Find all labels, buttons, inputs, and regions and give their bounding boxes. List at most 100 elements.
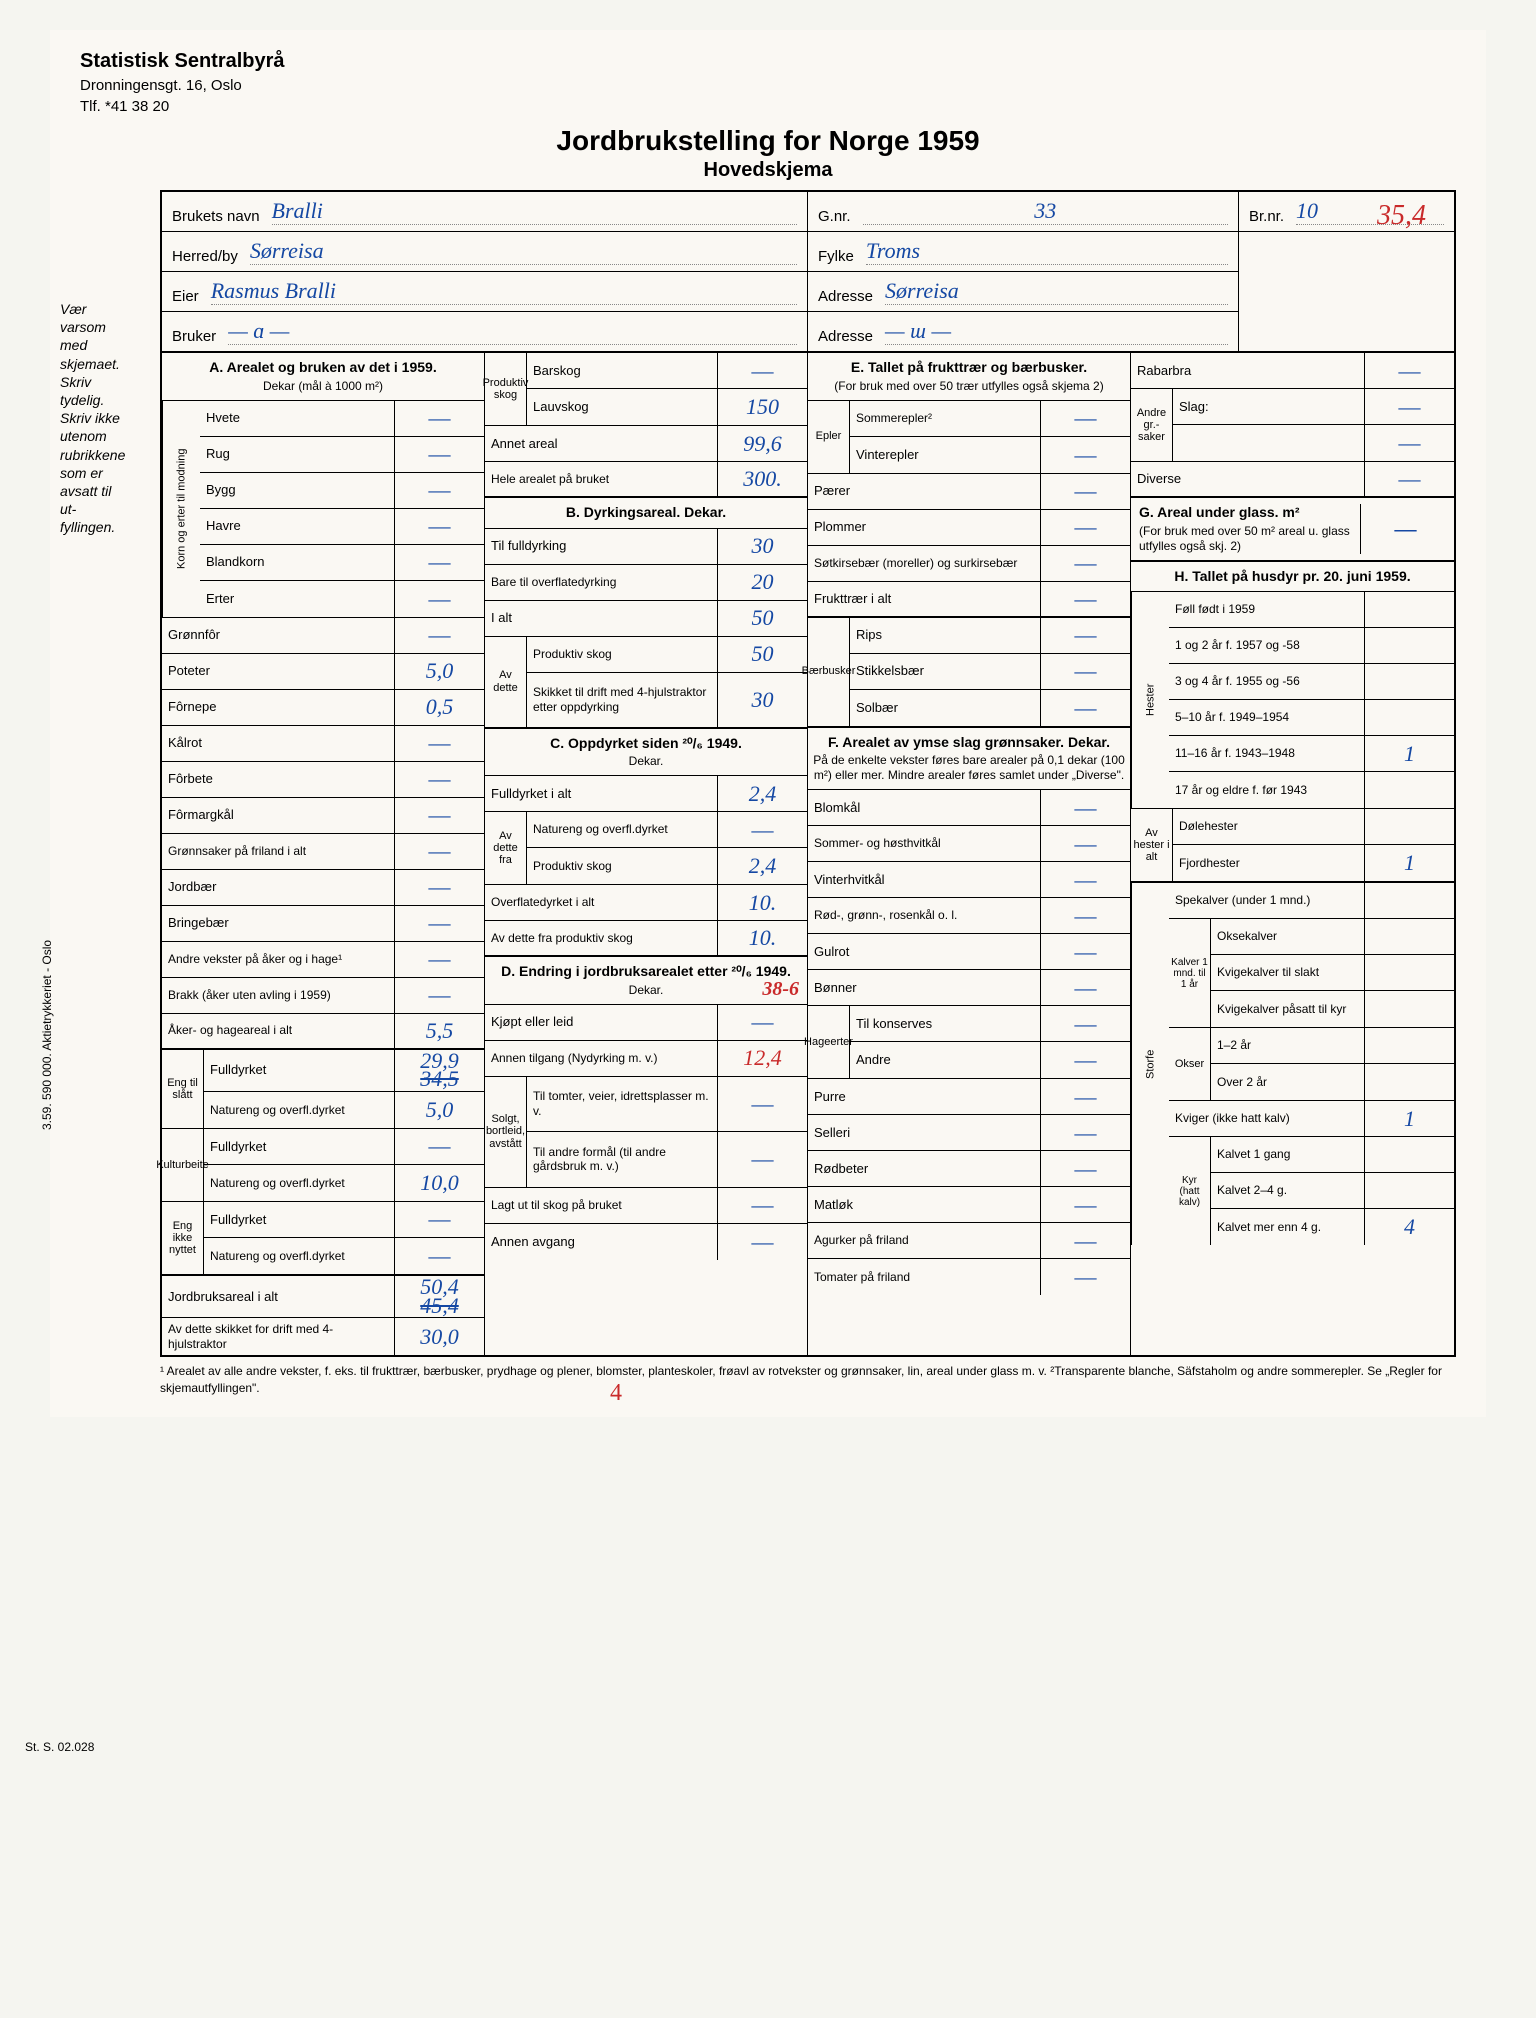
v-ialt: 50	[752, 605, 774, 631]
l-epler: Epler	[808, 401, 850, 473]
val-gnr: 33	[863, 198, 1228, 225]
val-adresse2: — ɯ —	[885, 318, 1228, 345]
l-slag: Slag:	[1173, 389, 1364, 424]
l-sommer: Sommerepler²	[850, 401, 1040, 436]
l-ps: Produktiv skog	[527, 637, 717, 672]
val-fylke: Troms	[866, 238, 1228, 265]
l-konserves: Til konserves	[850, 1006, 1040, 1041]
v-hele: 300.	[743, 466, 782, 492]
v-rosenkal: —	[1075, 903, 1097, 929]
l-rabarbra: Rabarbra	[1131, 353, 1364, 388]
form-page: Statistisk Sentralbyrå Dronningensgt. 16…	[50, 30, 1486, 1417]
handwritten-bottom: 4	[610, 1380, 622, 1407]
v-c-ps: 2,4	[749, 853, 777, 879]
l-h5-10: 5–10 år f. 1949–1954	[1169, 700, 1364, 735]
l-rosenkal: Rød-, grønn-, rosenkål o. l.	[808, 898, 1040, 933]
l-gronnsaker: Grønnsaker på friland i alt	[162, 834, 394, 869]
v-ein-nat: —	[429, 1243, 451, 1269]
v-tilgang: 12,4	[743, 1045, 782, 1071]
l-c-av: Av dette fra	[485, 812, 527, 884]
l-tomter: Til tomter, veier, idrettsplasser m. v.	[527, 1077, 717, 1131]
v-barskog: —	[752, 358, 774, 384]
v-selleri: —	[1075, 1120, 1097, 1146]
l-kvige-slakt: Kvigekalver til slakt	[1211, 955, 1364, 990]
l-avgang: Annen avgang	[485, 1224, 717, 1260]
l-andre-gr: Andre gr.-saker	[1131, 389, 1173, 461]
v-vinterhvit: —	[1075, 867, 1097, 893]
v-brakk: —	[429, 982, 451, 1008]
v-c-overfl: 10.	[749, 890, 777, 916]
page-title: Jordbrukstelling for Norge 1959	[80, 125, 1456, 157]
v-hvitkal: —	[1075, 831, 1097, 857]
l-blandkorn: Blandkorn	[200, 545, 394, 580]
label-brnr: Br.nr.	[1249, 208, 1284, 225]
v-fornepe: 0,5	[426, 694, 454, 720]
v-slag2: —	[1399, 430, 1421, 456]
label-herred: Herred/by	[172, 248, 238, 265]
column-A: A. Arealet og bruken av det i 1959.Dekar…	[162, 353, 485, 1355]
l-erter: Erter	[200, 581, 394, 617]
l-vinterhvit: Vinterhvitkål	[808, 862, 1040, 897]
v-blomkal: —	[1075, 795, 1097, 821]
l-hester: Hester	[1131, 592, 1169, 808]
l-blomkal: Blomkål	[808, 790, 1040, 825]
l-kulturbeite: Kulturbeite	[162, 1129, 204, 1201]
v-forbete: —	[429, 766, 451, 792]
l-c-ps: Produktiv skog	[527, 848, 717, 884]
l-storfe: Storfe	[1131, 883, 1169, 1245]
l-overfl: Bare til overflatedyrking	[485, 565, 717, 600]
l-hvitkal: Sommer- og høsthvitkål	[808, 826, 1040, 861]
l-hele: Hele arealet på bruket	[485, 462, 717, 496]
val-eier: Rasmus Bralli	[211, 278, 797, 305]
l-h11-16: 11–16 år f. 1943–1948	[1169, 736, 1364, 771]
l-annet: Annet areal	[485, 426, 717, 461]
v-sommer: —	[1075, 405, 1097, 431]
l-jordbruksareal: Jordbruksareal i alt	[162, 1276, 394, 1317]
v-aker-hage: 5,5	[426, 1018, 454, 1044]
v-jordbaer: —	[429, 874, 451, 900]
v-purre: —	[1075, 1084, 1097, 1110]
v-fjord: 1	[1404, 850, 1415, 876]
form-content: Brukets navnBralli Herred/bySørreisa Eie…	[160, 190, 1456, 1357]
label-eier: Eier	[172, 288, 199, 305]
form-reference: St. S. 02.028	[25, 1740, 94, 1754]
v-lauvskog: 150	[746, 394, 779, 420]
l-skikket: Av dette skikket for drift med 4-hjulstr…	[162, 1318, 394, 1355]
v-G: —	[1395, 515, 1417, 543]
l-kb-nat: Natureng og overfl.dyrket	[204, 1165, 394, 1201]
footnote: ¹ Arealet av alle andre vekster, f. eks.…	[160, 1363, 1456, 1397]
v-h11-16: 1	[1404, 741, 1415, 767]
l-havre: Havre	[200, 509, 394, 544]
l-rug: Rug	[200, 437, 394, 472]
l-eng-nat: Natureng og overfl.dyrket	[204, 1092, 394, 1128]
l-diverse: Diverse	[1131, 462, 1364, 496]
v-rips: —	[1075, 622, 1097, 648]
v-andre: —	[429, 946, 451, 972]
section-B-title: B. Dyrkingsareal. Dekar.	[485, 498, 807, 529]
l-fornepe: Fôrnepe	[162, 690, 394, 725]
v-fulldyrk: 30	[752, 533, 774, 559]
l-rips: Rips	[850, 618, 1040, 653]
l-formargkal: Fôrmargkål	[162, 798, 394, 833]
l-andre: Andre vekster på åker og i hage¹	[162, 942, 394, 977]
handwritten-top-right: 35,4	[1377, 200, 1426, 232]
l-eng-slatt: Eng til slått	[162, 1050, 204, 1128]
l-brakk: Brakk (åker uten avling i 1959)	[162, 978, 394, 1013]
l-ein-nat: Natureng og overfl.dyrket	[204, 1238, 394, 1274]
v-overfl: 20	[752, 569, 774, 595]
section-E-title: E. Tallet på frukttrær og bærbusker.(For…	[808, 353, 1130, 401]
l-agurker: Agurker på friland	[808, 1223, 1040, 1258]
v-slag: —	[1399, 394, 1421, 420]
l-okse: Oksekalver	[1211, 919, 1364, 954]
v-vinter: —	[1075, 442, 1097, 468]
label-korn: Korn og erter til modning	[162, 401, 200, 617]
v-formargkal: —	[429, 802, 451, 828]
l-matlok: Matløk	[808, 1187, 1040, 1222]
section-H-title: H. Tallet på husdyr pr. 20. juni 1959.	[1131, 562, 1454, 593]
label-gnr: G.nr.	[818, 208, 851, 225]
l-o1-2: 1–2 år	[1211, 1028, 1364, 1063]
v-bringebaer: —	[429, 910, 451, 936]
v-havre: —	[429, 513, 451, 539]
l-kalrot: Kålrot	[162, 726, 394, 761]
v-kviger: 1	[1404, 1106, 1415, 1132]
